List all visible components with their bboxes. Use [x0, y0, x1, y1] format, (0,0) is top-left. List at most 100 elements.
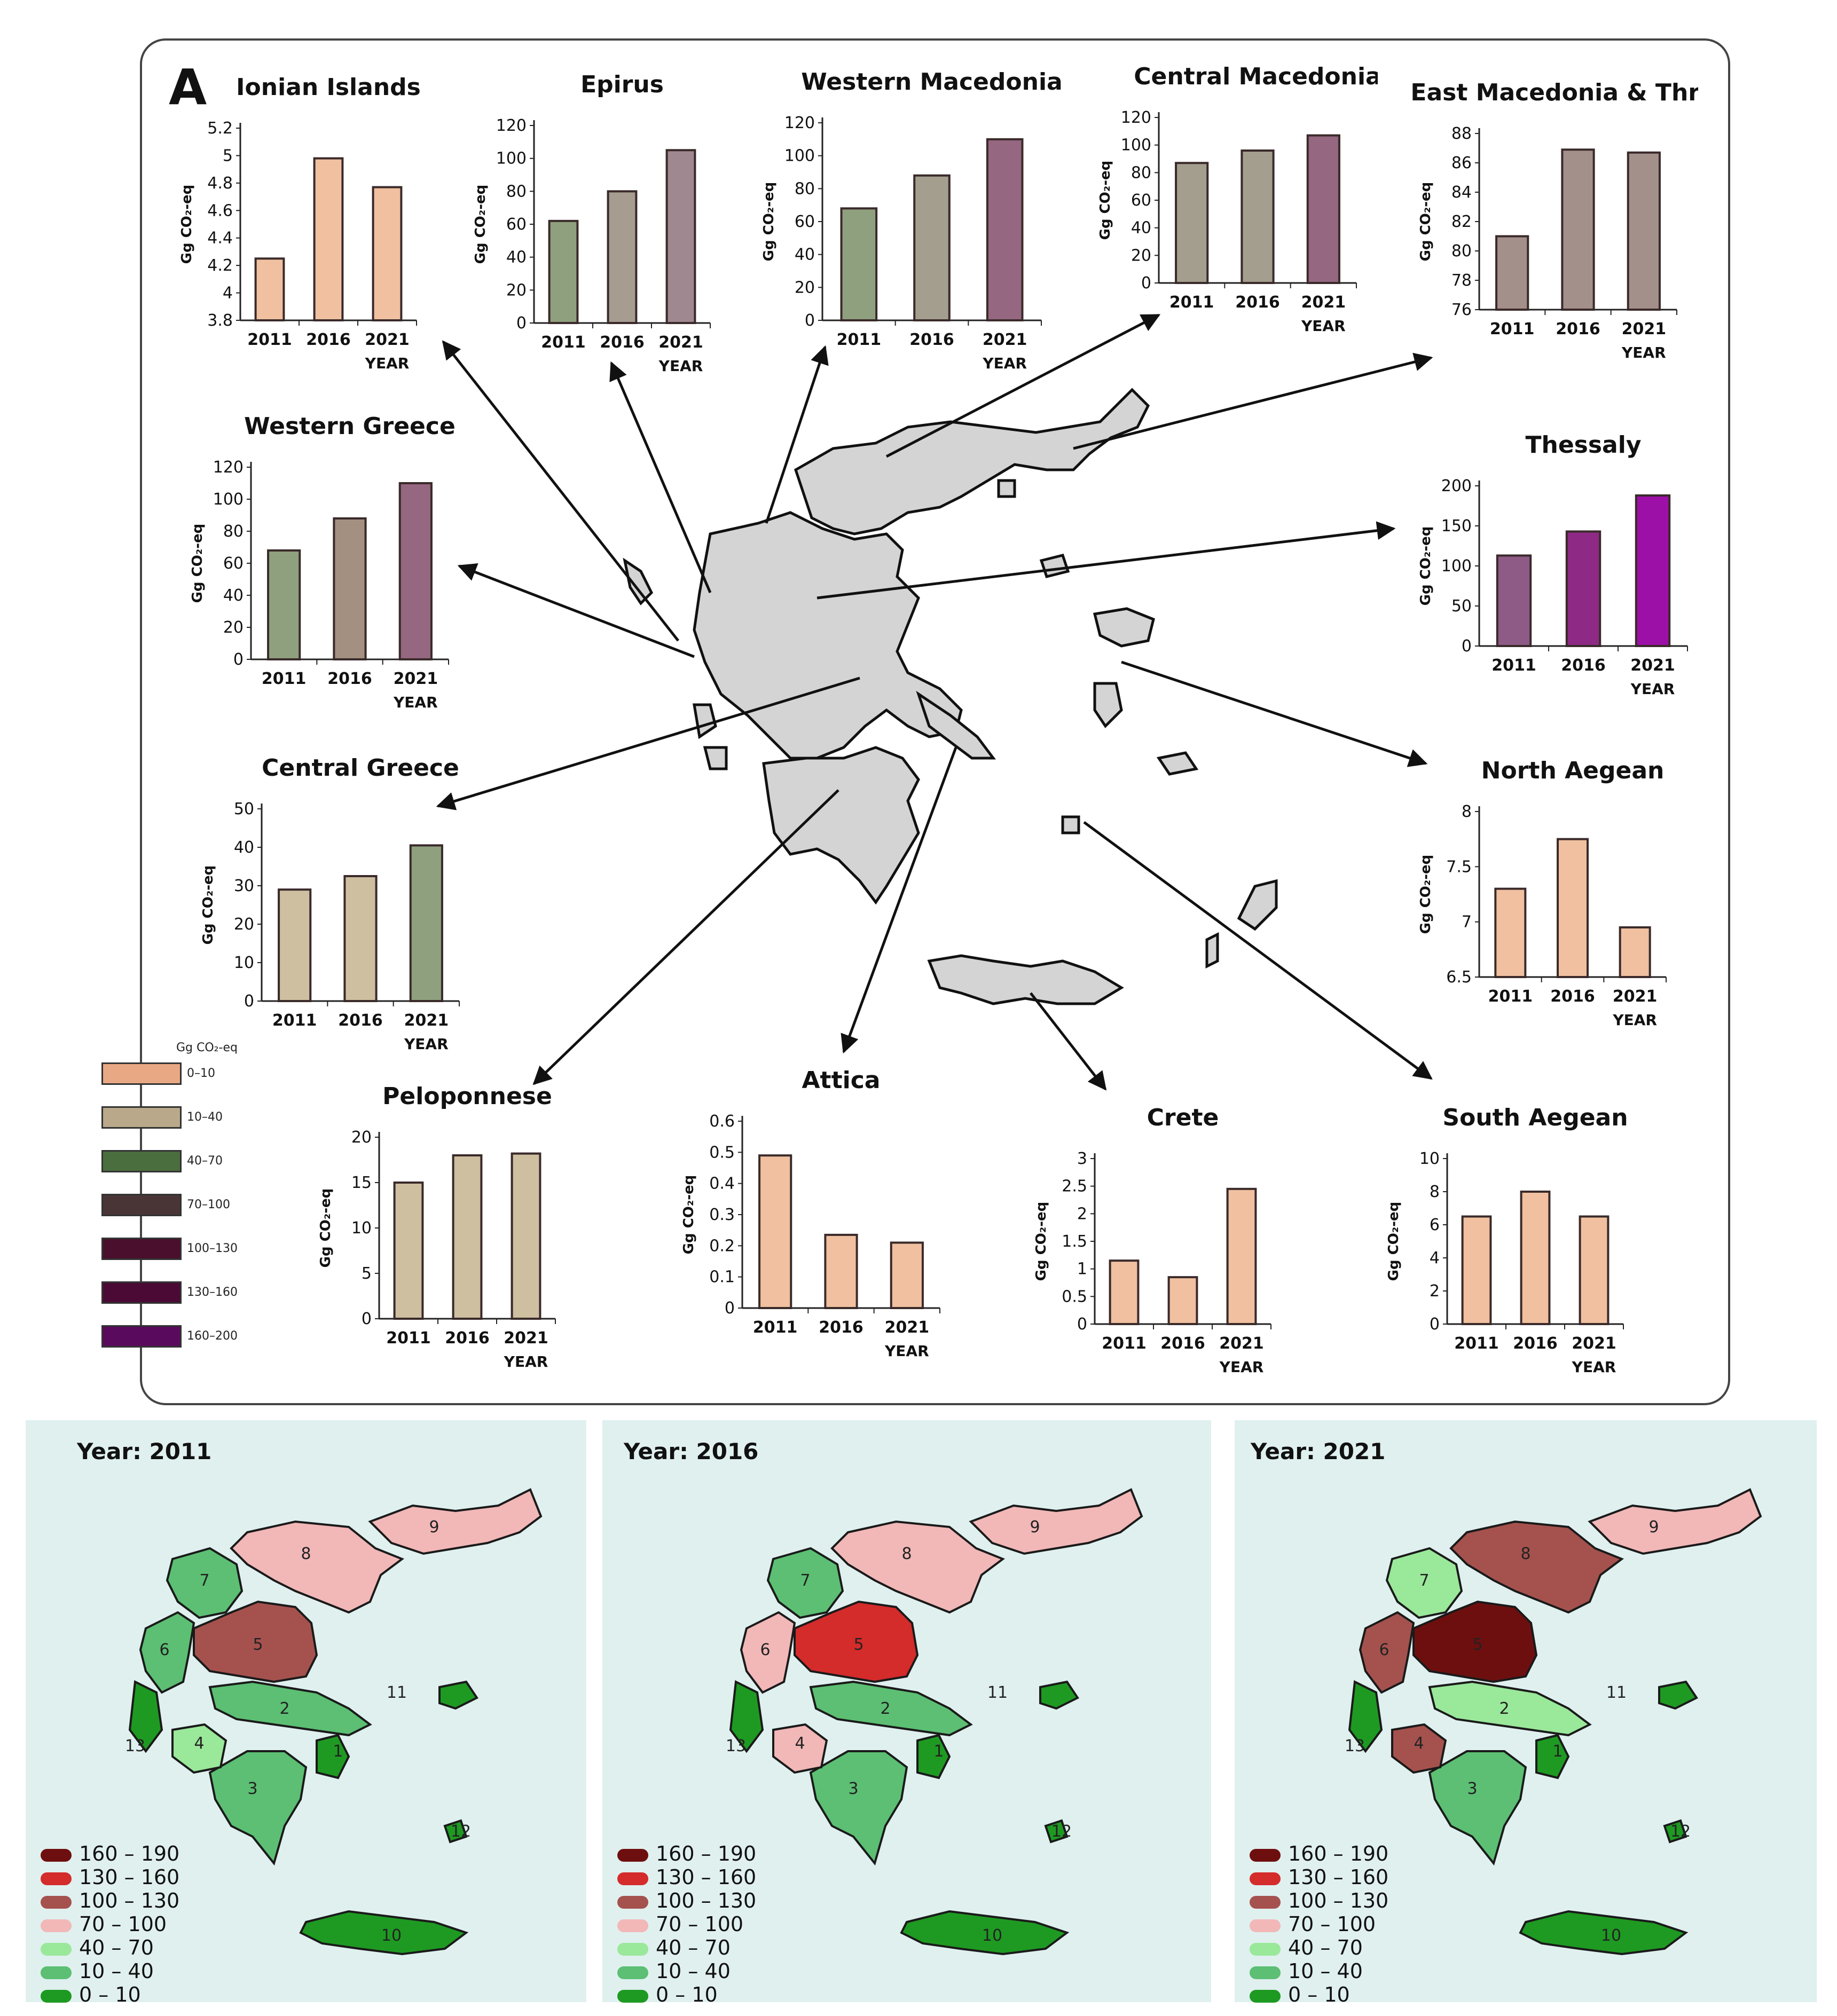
legend-b-item: 0 – 10: [1250, 1983, 1350, 2006]
chart-title: Thessaly: [1525, 431, 1641, 459]
y-tick-label: 2.5: [1062, 1177, 1087, 1196]
map-b-region-6: [139, 1611, 195, 1694]
legend-b-item: 160 – 190: [41, 1842, 179, 1865]
y-tick-label: 7: [1462, 913, 1472, 932]
x-axis-label: YEAR: [1621, 344, 1666, 361]
map-b-region-4: [1391, 1723, 1447, 1774]
map-b-region-11: [1658, 1680, 1698, 1710]
legend-b-swatch: [41, 1872, 72, 1885]
map-b-region-label-11: 11: [387, 1683, 407, 1702]
bar-2016: [1520, 1191, 1551, 1325]
x-axis-label: YEAR: [1572, 1358, 1616, 1376]
bar-2011: [548, 219, 579, 325]
map-b-region-label-13: 13: [1345, 1737, 1365, 1755]
x-tick-label: 2011: [541, 333, 586, 352]
x-axis-label: YEAR: [658, 357, 703, 375]
x-tick-label: 2011: [386, 1329, 431, 1348]
y-tick-label: 0.4: [709, 1175, 735, 1193]
map-b-region-11: [438, 1680, 478, 1710]
y-tick-label: 20: [1131, 246, 1151, 265]
map-b-region-label-12: 12: [1051, 1822, 1072, 1841]
map-b-2016: Year: 2016 1 2 3 4 5 6 7 8 9 10 11 12 13 160 – 190 13…: [602, 1420, 1211, 2006]
y-tick-label: 8: [1462, 802, 1472, 821]
map-b-region-9: [368, 1488, 543, 1555]
map-b-region-label-9: 9: [1030, 1518, 1040, 1537]
y-tick-label: 120: [213, 458, 244, 477]
map-b-region-label-10: 10: [982, 1926, 1002, 1945]
legend-b-label: 160 – 190: [1288, 1842, 1389, 1865]
y-tick-label: 4: [1430, 1249, 1440, 1267]
y-tick-label: 100: [496, 149, 527, 168]
y-axis-label: Gg CO₂-eq: [1418, 855, 1434, 934]
legend-b-swatch: [617, 1942, 648, 1956]
y-tick-label: 120: [496, 116, 527, 135]
x-tick-label: 2011: [1169, 293, 1214, 312]
chart-title: Epirus: [580, 71, 664, 98]
map-b-region-8: [230, 1520, 405, 1614]
bar-2021: [890, 1241, 924, 1309]
legend-b-swatch: [1250, 1919, 1281, 1932]
y-tick-label: 6.5: [1446, 968, 1472, 987]
chart-title: East Macedonia & Thrace: [1410, 79, 1698, 106]
map-b-region-label-10: 10: [381, 1926, 402, 1945]
panel-a-letter: A: [169, 59, 207, 116]
y-axis-label: Gg CO₂-eq: [190, 524, 206, 603]
y-tick-label: 50: [1451, 597, 1472, 616]
map-b-region-label-5: 5: [853, 1635, 863, 1654]
y-tick-label: 0: [1141, 274, 1151, 293]
map-b-region-5: [794, 1600, 919, 1683]
y-tick-label: 80: [1451, 242, 1472, 261]
x-tick-label: 2016: [819, 1318, 863, 1337]
y-tick-label: 0: [1430, 1315, 1440, 1334]
bar-2021: [1306, 134, 1340, 284]
y-axis-label: Gg CO₂-eq: [473, 185, 489, 264]
legend-a-swatch: [101, 1281, 182, 1304]
map-b-region-7: [166, 1547, 244, 1619]
bar-2011: [1461, 1215, 1492, 1325]
legend-a-label: 70–100: [187, 1198, 230, 1211]
legend-b-item: 100 – 130: [617, 1889, 756, 1912]
chart-east-macedonia-thrace: East Macedonia & Thrace Gg CO₂-eq 76 78 80 82…: [1410, 79, 1698, 361]
map-b-region-8: [830, 1520, 1006, 1614]
legend-a-swatch: [101, 1194, 182, 1216]
map-b-2016-title: Year: 2016: [624, 1438, 759, 1464]
map-b-region-9: [1588, 1488, 1762, 1555]
x-axis-label: YEAR: [1219, 1358, 1264, 1376]
bar-2016: [452, 1154, 483, 1320]
legend-b-swatch: [1250, 1872, 1281, 1885]
bar-2021: [1635, 494, 1671, 647]
chart-epirus: Epirus Gg CO₂-eq 0 20 40 60 80 100 120 2011 2016 20…: [473, 71, 711, 375]
bar-2016: [1557, 838, 1589, 979]
y-tick-label: 60: [223, 554, 244, 573]
x-tick-label: 2021: [504, 1329, 548, 1348]
x-tick-label: 2021: [1613, 987, 1658, 1006]
y-tick-label: 40: [795, 246, 815, 264]
chart-south-aegean: South Aegean Gg CO₂-eq 0 2 4 6 8 10 2011 2016 2021…: [1386, 1104, 1628, 1376]
bar-2011: [1494, 887, 1527, 978]
bar-2011: [1175, 162, 1209, 284]
y-tick-label: 120: [784, 114, 815, 132]
bar-2011: [840, 207, 878, 322]
legend-b-label: 70 – 100: [79, 1912, 167, 1936]
x-tick-label: 2021: [365, 330, 410, 349]
y-axis-label: Gg CO₂-eq: [761, 182, 777, 262]
bar-2021: [511, 1152, 541, 1320]
map-b-region-label-3: 3: [247, 1779, 257, 1798]
y-axis-label: Gg CO₂-eq: [1033, 1202, 1049, 1281]
bar-2021: [665, 149, 696, 324]
x-tick-label: 2021: [404, 1011, 449, 1030]
legend-a-swatch: [101, 1150, 182, 1172]
map-b-region-label-7: 7: [800, 1571, 810, 1590]
y-axis-label: Gg CO₂-eq: [1386, 1202, 1402, 1281]
y-tick-label: 4.4: [207, 229, 233, 248]
chart-thessaly: Thessaly Gg CO₂-eq 0 50 100 150 200 2011 2016 202…: [1418, 431, 1688, 698]
legend-b-label: 10 – 40: [656, 1959, 731, 1983]
legend-b-swatch: [617, 1966, 648, 1979]
map-b-region-13: [1348, 1680, 1383, 1753]
map-b-region-9: [969, 1488, 1143, 1555]
y-tick-label: 80: [1131, 163, 1151, 182]
bar-2021: [1619, 926, 1651, 978]
